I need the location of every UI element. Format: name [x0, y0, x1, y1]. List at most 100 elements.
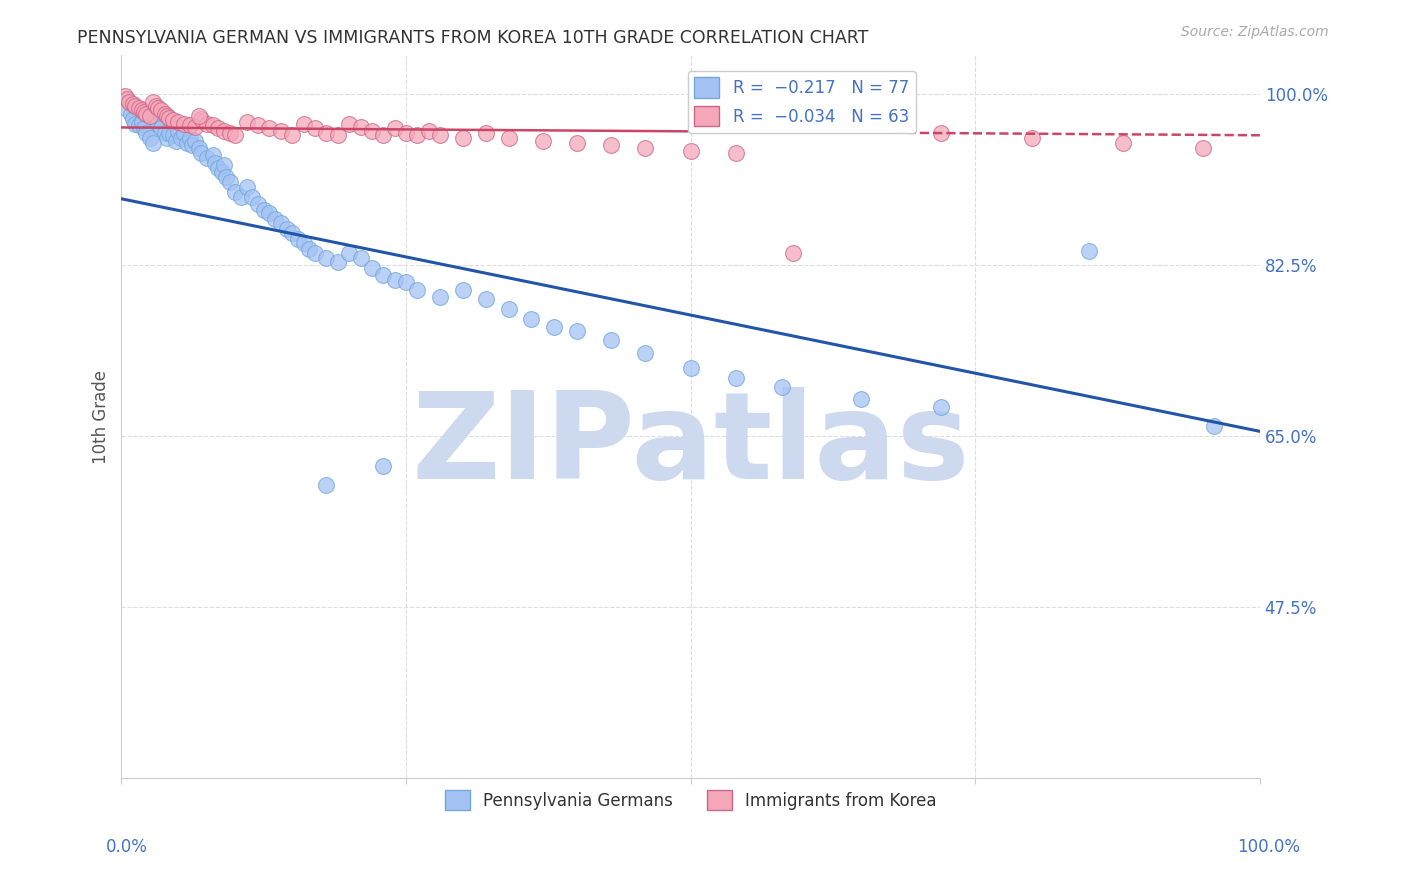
Point — [304, 121, 326, 136]
Point — [600, 138, 623, 153]
Point — [395, 126, 418, 140]
Point — [253, 202, 276, 217]
Point — [1192, 141, 1215, 155]
Point — [264, 212, 287, 227]
Point — [498, 131, 520, 145]
Point — [770, 380, 793, 394]
Point — [531, 134, 554, 148]
Point — [146, 117, 169, 131]
Point — [287, 232, 309, 246]
Point — [139, 131, 162, 145]
Point — [384, 121, 406, 136]
Point — [215, 170, 238, 185]
Point — [124, 117, 146, 131]
Point — [169, 131, 191, 145]
Point — [373, 268, 395, 282]
Point — [276, 222, 298, 236]
Point — [157, 111, 180, 125]
Point — [337, 245, 360, 260]
Point — [304, 245, 326, 260]
Point — [565, 136, 588, 150]
Point — [600, 334, 623, 348]
Point — [315, 126, 337, 140]
Point — [418, 124, 440, 138]
Point — [395, 275, 418, 289]
Point — [162, 128, 184, 143]
Point — [1204, 419, 1226, 434]
Point — [156, 131, 179, 145]
Text: 0.0%: 0.0% — [105, 838, 148, 855]
Point — [292, 235, 315, 250]
Point — [187, 141, 209, 155]
Point — [124, 99, 146, 113]
Point — [315, 478, 337, 492]
Point — [153, 126, 176, 140]
Point — [235, 114, 257, 128]
Point — [187, 109, 209, 123]
Point — [167, 124, 190, 138]
Point — [1021, 131, 1043, 145]
Point — [139, 109, 162, 123]
Point — [634, 346, 657, 360]
Point — [634, 141, 657, 155]
Point — [131, 103, 153, 117]
Point — [851, 119, 873, 133]
Point — [134, 104, 156, 119]
Point — [474, 126, 496, 140]
Point — [190, 145, 212, 160]
Point — [451, 283, 474, 297]
Point — [190, 112, 212, 126]
Point — [1078, 244, 1101, 258]
Point — [315, 252, 337, 266]
Point — [201, 119, 224, 133]
Point — [281, 128, 304, 143]
Point — [157, 126, 180, 140]
Point — [201, 148, 224, 162]
Point — [1112, 136, 1135, 150]
Point — [207, 161, 229, 175]
Point — [179, 131, 201, 145]
Point — [162, 112, 184, 127]
Point — [679, 360, 702, 375]
Text: PENNSYLVANIA GERMAN VS IMMIGRANTS FROM KOREA 10TH GRADE CORRELATION CHART: PENNSYLVANIA GERMAN VS IMMIGRANTS FROM K… — [77, 29, 869, 46]
Point — [373, 458, 395, 473]
Point — [135, 126, 157, 140]
Point — [520, 312, 543, 326]
Point — [337, 117, 360, 131]
Point — [565, 324, 588, 338]
Legend: Pennsylvania Germans, Immigrants from Korea: Pennsylvania Germans, Immigrants from Ko… — [439, 783, 943, 817]
Point — [131, 114, 153, 128]
Point — [373, 128, 395, 143]
Point — [115, 102, 138, 116]
Point — [474, 293, 496, 307]
Point — [298, 242, 321, 256]
Point — [429, 290, 451, 304]
Point — [179, 119, 201, 133]
Point — [218, 126, 240, 140]
Point — [121, 112, 143, 126]
Point — [229, 190, 252, 204]
Point — [235, 180, 257, 194]
Point — [146, 101, 169, 115]
Point — [498, 302, 520, 317]
Point — [451, 131, 474, 145]
Point — [150, 103, 173, 117]
Point — [406, 128, 429, 143]
Point — [156, 109, 179, 123]
Point — [406, 283, 429, 297]
Point — [240, 190, 263, 204]
Point — [121, 97, 143, 112]
Point — [247, 119, 270, 133]
Point — [181, 138, 204, 153]
Point — [142, 136, 165, 150]
Point — [128, 119, 150, 133]
Point — [543, 319, 565, 334]
Point — [326, 128, 349, 143]
Point — [929, 126, 952, 140]
Point — [429, 128, 451, 143]
Point — [782, 245, 804, 260]
Point — [211, 165, 233, 179]
Point — [173, 126, 195, 140]
Point — [128, 101, 150, 115]
Point — [204, 155, 226, 169]
